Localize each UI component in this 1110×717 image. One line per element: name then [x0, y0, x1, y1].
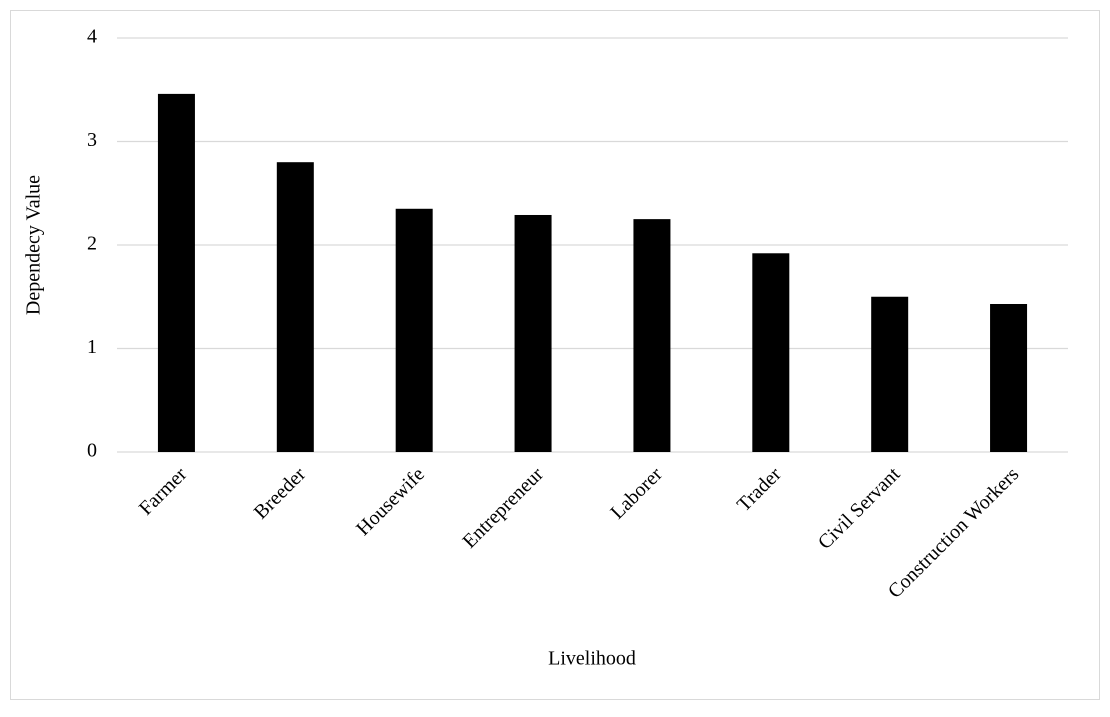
y-tick-label: 2 — [87, 233, 97, 255]
bar — [157, 93, 195, 452]
bar — [633, 219, 671, 452]
y-tick-label: 3 — [87, 129, 97, 151]
bar — [395, 208, 433, 452]
bar — [276, 162, 314, 452]
bar — [871, 296, 909, 452]
y-tick-label: 0 — [87, 440, 97, 462]
y-tick-label: 4 — [87, 26, 97, 48]
y-tick-label: 1 — [87, 336, 97, 358]
x-axis-label: Livelihood — [548, 648, 636, 670]
bar — [752, 253, 790, 452]
bar — [990, 303, 1028, 452]
bar — [514, 214, 552, 452]
y-axis-label: Dependecy Value — [23, 175, 45, 315]
